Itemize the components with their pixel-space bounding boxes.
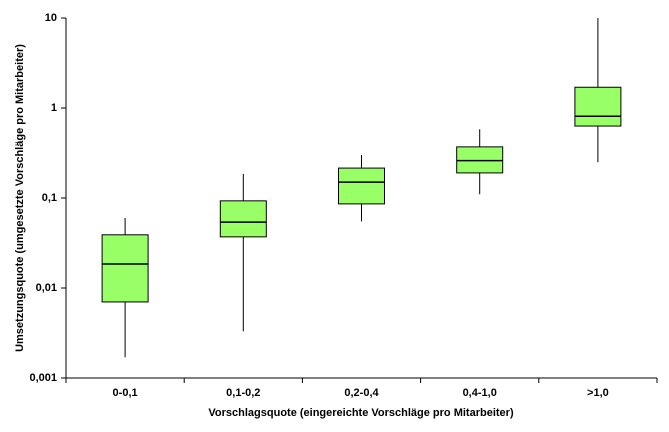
box	[338, 167, 385, 205]
y-tick-label: 0,01	[36, 282, 57, 294]
x-tick-label: 0,4-1,0	[463, 387, 497, 399]
y-axis-label: Umsetzungsquote (umgesetzte Vorschläge p…	[14, 44, 26, 352]
x-tick-label: 0-0,1	[113, 387, 138, 399]
x-tick-label: 0,2-0,4	[344, 387, 379, 399]
y-tick-label: 0,1	[42, 192, 57, 204]
x-tick-label: >1,0	[587, 387, 609, 399]
box	[219, 200, 267, 238]
y-tick-label: 0,001	[29, 372, 57, 384]
box	[101, 234, 149, 303]
box	[574, 86, 622, 127]
box	[456, 146, 504, 174]
y-tick-label: 1	[51, 102, 57, 114]
y-tick-label: 10	[45, 12, 57, 24]
x-axis-label: Vorschlagsquote (eingereichte Vorschläge…	[208, 407, 514, 419]
x-tick-label: 0,1-0,2	[226, 387, 260, 399]
